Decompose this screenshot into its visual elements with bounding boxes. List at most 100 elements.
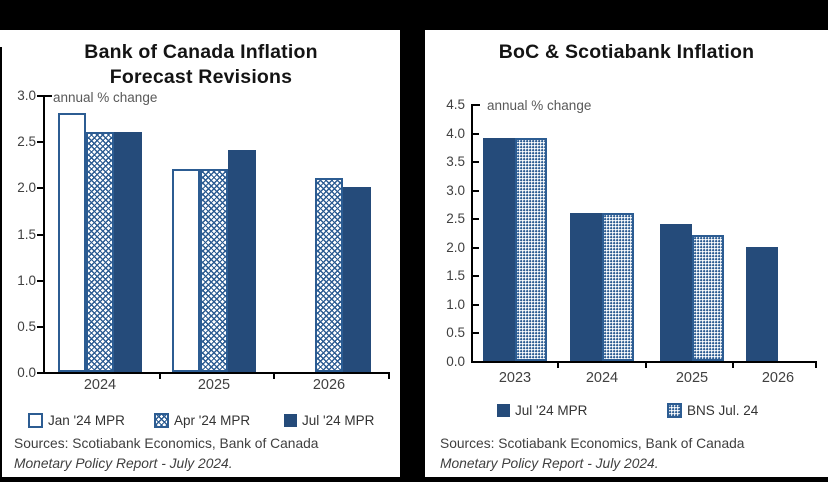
source-attribution: Sources: Scotiabank Economics, Bank of C…	[440, 434, 744, 474]
left-edge-notch	[0, 30, 2, 47]
x-tick	[815, 361, 817, 368]
y-tick	[473, 218, 479, 220]
y-tick-label: 0.5	[17, 319, 36, 334]
y-tick	[473, 247, 479, 249]
x-category-label: 2025	[675, 370, 709, 386]
y-tick-label: 3.5	[446, 154, 465, 169]
x-category-label: 2024	[83, 377, 117, 393]
chart-title-line2: Forecast Revisions	[109, 66, 293, 88]
x-axis	[43, 372, 390, 374]
legend-label: Apr '24 MPR	[174, 413, 251, 428]
bar-jul-24-mpr-2025	[660, 224, 692, 361]
y-tick-label: 2.0	[17, 180, 36, 195]
y-tick	[37, 326, 43, 328]
x-category-label: 2026	[761, 370, 795, 386]
source-line1: Sources: Scotiabank Economics, Bank of C…	[14, 436, 319, 451]
y-tick	[37, 95, 43, 97]
y-tick-label: 2.5	[446, 211, 465, 226]
y-tick-label: 1.5	[446, 268, 465, 283]
chart-panel-boc-scotiabank-inflation: BoC & Scotiabank Inflation annual % chan…	[425, 30, 828, 477]
y-tick-label: 4.0	[446, 126, 465, 141]
legend: Jul '24 MPR BNS Jul. 24	[425, 403, 828, 419]
bar-jul-24-mpr-2024	[114, 132, 142, 372]
chart-panel-boc-forecast-revisions: Bank of Canada Inflation Forecast Revisi…	[2, 30, 400, 477]
bar-apr-24-mpr-2025	[200, 169, 228, 372]
y-axis	[43, 95, 45, 374]
y-tick	[473, 332, 479, 334]
source-attribution: Sources: Scotiabank Economics, Bank of C…	[14, 434, 318, 474]
y-tick-label: 0.0	[446, 354, 465, 369]
x-category-label: 2025	[197, 377, 231, 393]
chart-title-line1: BoC & Scotiabank Inflation	[498, 41, 755, 63]
legend-swatch-outline	[28, 413, 43, 428]
source-line2: Monetary Policy Report - July 2024.	[440, 456, 659, 471]
top-black-bar	[0, 0, 828, 30]
y-tick	[473, 133, 479, 135]
y-tick-label: 1.5	[17, 227, 36, 242]
y-tick-label: 0.0	[17, 365, 36, 380]
y-tick-label: 4.5	[446, 97, 465, 112]
bar-jan-24-mpr-2025	[172, 169, 200, 372]
bar-jul-24-mpr-2025	[228, 150, 256, 372]
y-tick	[37, 372, 43, 374]
bar-bns-jul-24-2025	[692, 235, 724, 361]
x-tick	[273, 372, 275, 379]
chart-title: Bank of Canada Inflation Forecast Revisi…	[2, 40, 400, 90]
legend-item-jan-24-mpr: Jan '24 MPR	[28, 413, 125, 428]
source-line2: Monetary Policy Report - July 2024.	[14, 456, 233, 471]
y-tick-label: 1.0	[446, 297, 465, 312]
y-tick	[473, 190, 479, 192]
y-tick	[37, 280, 43, 282]
bottom-black-bar	[0, 477, 828, 482]
center-black-divider	[400, 30, 425, 477]
y-tick	[473, 275, 479, 277]
legend-label: Jul '24 MPR	[302, 413, 375, 428]
y-tick-label: 3.0	[17, 88, 36, 103]
legend-item-jul-24-mpr: Jul '24 MPR	[284, 413, 374, 428]
legend-item-bns-jul-24: BNS Jul. 24	[667, 403, 758, 418]
y-tick-label: 2.5	[17, 134, 36, 149]
legend-item-jul-24-mpr: Jul '24 MPR	[497, 403, 587, 418]
legend-label: Jul '24 MPR	[515, 403, 588, 418]
y-tick-label: 3.0	[446, 183, 465, 198]
bar-jul-24-mpr-2026	[343, 187, 371, 372]
legend: Jan '24 MPR Apr '24 MPR Jul '24 MPR	[2, 413, 400, 429]
y-tick-label: 0.5	[446, 325, 465, 340]
x-tick	[645, 361, 647, 368]
legend-swatch-solid	[284, 414, 297, 427]
y-tick	[37, 234, 43, 236]
y-tick-label: 2.0	[446, 240, 465, 255]
y-tick	[37, 187, 43, 189]
axis-units-label: annual % change	[487, 98, 592, 113]
legend-swatch-solid	[497, 404, 510, 417]
bar-apr-24-mpr-2026	[315, 178, 343, 372]
y-tick	[473, 104, 479, 106]
bar-bns-jul-24-2023	[515, 138, 547, 361]
y-axis-top-cap	[43, 95, 52, 97]
x-category-label: 2024	[585, 370, 619, 386]
bar-bns-jul-24-2024	[602, 213, 634, 361]
x-tick	[732, 361, 734, 368]
bar-apr-24-mpr-2024	[86, 132, 114, 372]
legend-swatch-dotted	[667, 403, 682, 418]
bar-jul-24-mpr-2026	[746, 247, 778, 361]
x-category-label: 2023	[498, 370, 532, 386]
y-tick-label: 1.0	[17, 273, 36, 288]
bar-jul-24-mpr-2023	[483, 138, 515, 361]
legend-swatch-crosshatch	[154, 413, 169, 428]
source-line1: Sources: Scotiabank Economics, Bank of C…	[440, 436, 745, 451]
axis-units-label: annual % change	[53, 90, 158, 105]
x-tick	[557, 361, 559, 368]
legend-item-apr-24-mpr: Apr '24 MPR	[154, 413, 250, 428]
legend-label: Jan '24 MPR	[48, 413, 125, 428]
x-category-label: 2026	[312, 377, 346, 393]
y-tick	[473, 161, 479, 163]
y-tick	[37, 141, 43, 143]
bar-jan-24-mpr-2024	[58, 113, 86, 372]
bar-jul-24-mpr-2024	[570, 213, 602, 361]
legend-label: BNS Jul. 24	[687, 403, 759, 418]
y-axis	[471, 104, 473, 363]
x-axis	[471, 361, 817, 363]
y-tick	[473, 304, 479, 306]
